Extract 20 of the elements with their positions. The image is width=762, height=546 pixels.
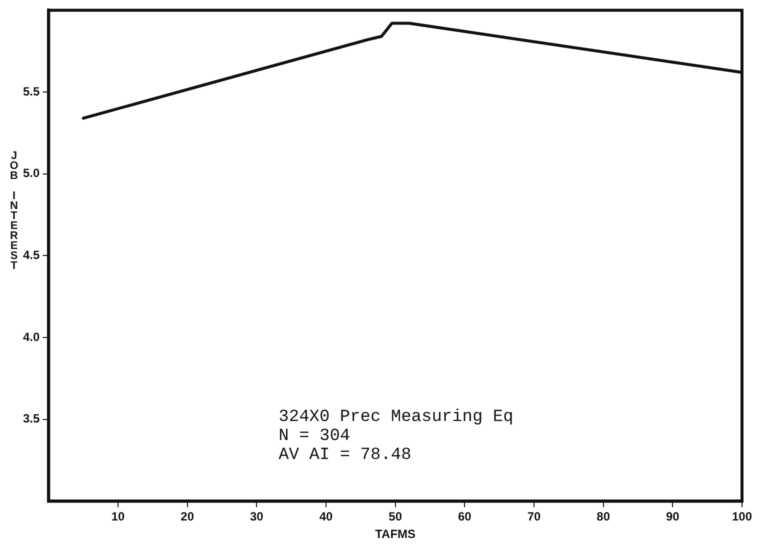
- y-tick-label: 5.0: [22, 166, 40, 180]
- x-axis-title: TAFMS: [375, 527, 416, 542]
- x-tick-label: 90: [666, 510, 680, 524]
- x-tick-label: 20: [180, 510, 194, 524]
- annotation: N = 304: [278, 427, 350, 446]
- x-tick-label: 60: [458, 510, 472, 524]
- y-tick-label: 5.5: [22, 84, 40, 98]
- x-tick-label: 50: [388, 510, 402, 524]
- x-tick-label: 30: [250, 510, 264, 524]
- x-tick-label: 70: [527, 510, 541, 524]
- x-tick-label: 100: [732, 510, 752, 524]
- y-tick-label: 4.0: [22, 330, 40, 344]
- y-axis-title: JOB INTEREST: [8, 150, 20, 270]
- y-tick-label: 4.5: [22, 248, 40, 262]
- x-tick-label: 10: [111, 510, 126, 524]
- x-tick-label: 80: [596, 510, 610, 524]
- x-tick-label: 40: [319, 510, 334, 524]
- y-tick-label: 3.5: [22, 412, 40, 426]
- annotation: 324X0 Prec Measuring Eq: [278, 408, 514, 428]
- annotation: AV AI = 78.48: [278, 446, 412, 466]
